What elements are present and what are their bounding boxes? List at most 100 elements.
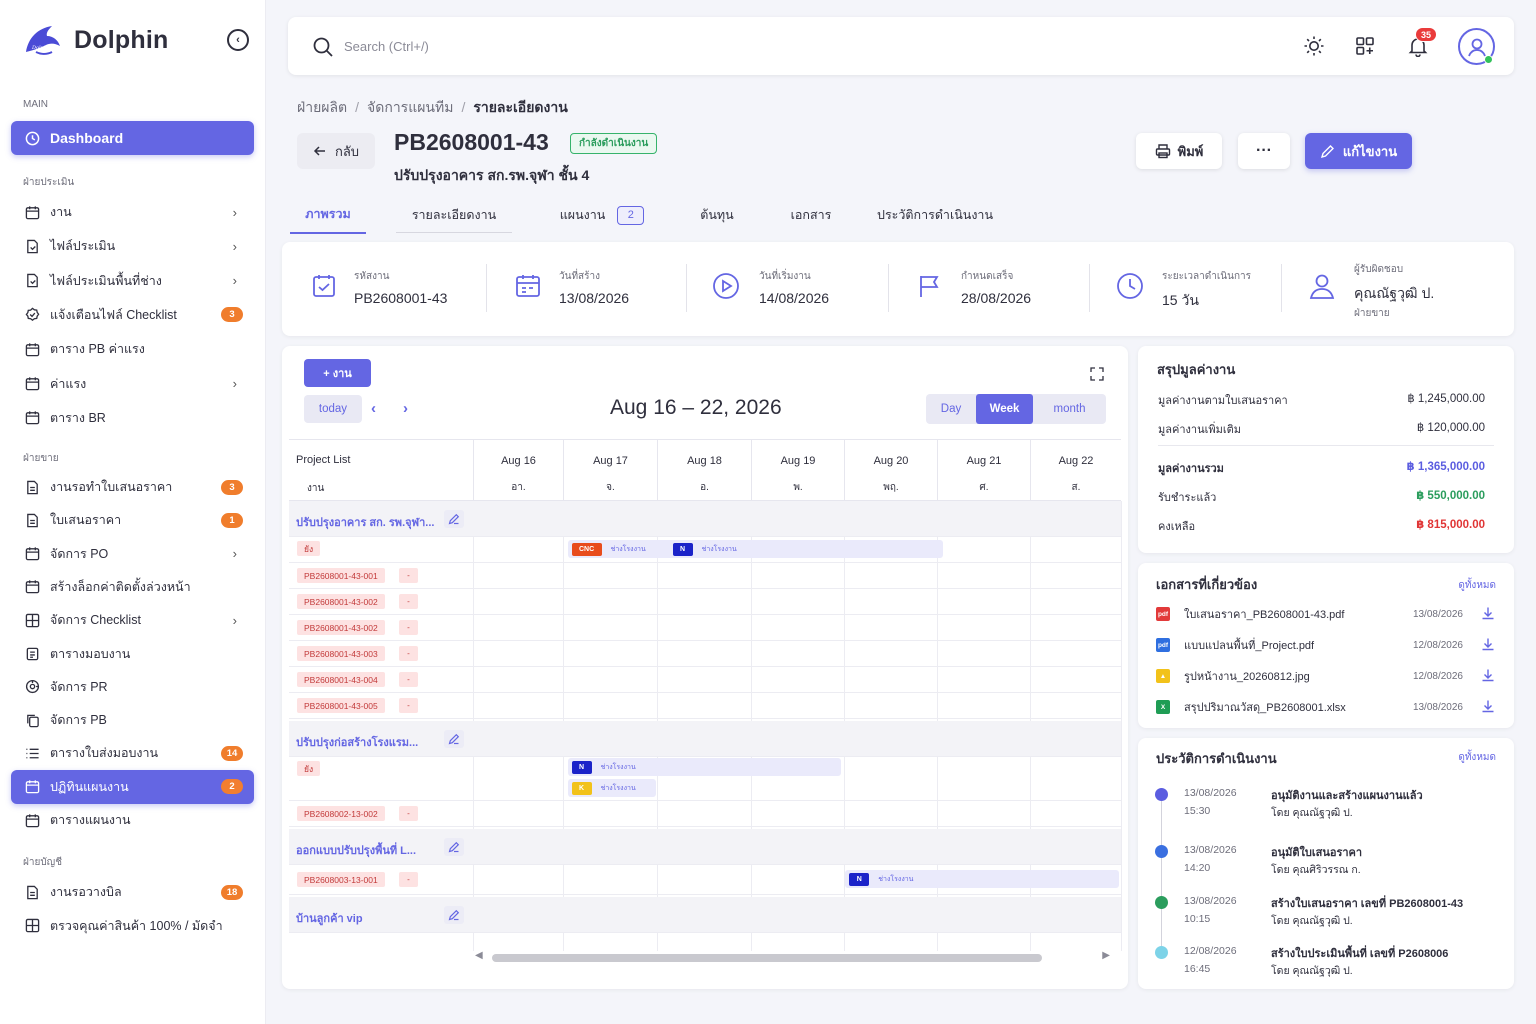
tab-documents[interactable]: เอกสาร	[790, 208, 832, 222]
tab-history[interactable]: ประวัติการดำเนินงาน	[877, 208, 993, 222]
breadcrumb-item[interactable]: จัดการแผนทีม	[367, 99, 454, 115]
task-code[interactable]: PB2608003-13-001	[297, 872, 385, 887]
sidebar-item[interactable]: ค่าแรง ›	[11, 367, 254, 401]
tab-overview[interactable]: ภาพรวม	[290, 196, 366, 234]
sidebar-item[interactable]: จัดการ Checklist ›	[11, 603, 254, 637]
task-code[interactable]: PB2608001-43-003	[297, 646, 385, 661]
scrollbar-thumb[interactable]	[492, 954, 1042, 962]
sidebar-item[interactable]: ตาราง PB ค่าแรง	[11, 332, 254, 366]
sidebar-item[interactable]: สร้างล็อกค่าติดตั้งล่วงหน้า	[11, 570, 254, 604]
tab-details[interactable]: รายละเอียดงาน	[411, 208, 497, 222]
document-date: 12/08/2026	[1412, 639, 1463, 651]
edit-project-icon[interactable]	[444, 838, 464, 856]
document-row[interactable]: X สรุปปริมาณวัสดุ_PB2608001.xlsx 13/08/202…	[1156, 698, 1495, 716]
theme-toggle-icon[interactable]	[1302, 34, 1326, 58]
edit-project-icon[interactable]	[444, 906, 464, 924]
project-name-link[interactable]: บ้านลูกค้า vip	[296, 913, 363, 925]
summary-row: มูลค่างานตามใบเสนอราคา฿ 1,245,000.00	[1158, 393, 1485, 407]
download-icon[interactable]	[1481, 606, 1495, 623]
sidebar-item[interactable]: งานรอทำใบเสนอราคา 3	[11, 470, 254, 504]
view-day-button[interactable]: Day	[940, 403, 962, 415]
download-icon[interactable]	[1481, 699, 1495, 716]
schedule-bar[interactable]: N ช่างโรงงาน	[845, 870, 1119, 888]
chevron-right-icon: ›	[232, 238, 237, 254]
edit-project-icon[interactable]	[444, 510, 464, 528]
task-status-tag: -	[399, 620, 418, 635]
task-code[interactable]: PB2608001-43-002	[297, 594, 385, 609]
view-month-button[interactable]: month	[1053, 403, 1086, 415]
team-tag: N	[849, 872, 870, 886]
project-name-link[interactable]: ปรับปรุงอาคาร สก. รพ.จุฬา...	[296, 517, 435, 529]
sidebar-item[interactable]: ไฟล์ประเมินพื้นที่ช่าง ›	[11, 264, 254, 298]
document-name[interactable]: รูปหน้างาน_20260812.jpg	[1184, 671, 1310, 683]
sidebar-item[interactable]: จัดการ PO ›	[11, 537, 254, 571]
expand-icon[interactable]	[1090, 367, 1104, 381]
sidebar-item[interactable]: จัดการ PB	[11, 703, 254, 737]
schedule-bar[interactable]: N ช่างโรงงาน	[567, 758, 842, 776]
edit-job-button[interactable]: แก้ไขงาน	[1305, 133, 1412, 169]
document-row[interactable]: pdf ใบเสนอราคา_PB2608001-43.pdf 13/08/2026	[1156, 605, 1495, 623]
project-name-link[interactable]: ออกแบบปรับปรุงพื้นที่ L...	[296, 845, 417, 857]
sidebar-item[interactable]: จัดการ PR	[11, 670, 254, 704]
scroll-left-icon[interactable]: ◀	[475, 950, 483, 961]
documents-see-all-link[interactable]: ดูทั้งหมด	[1458, 580, 1496, 591]
more-options-button[interactable]: ···	[1238, 133, 1290, 169]
sidebar-item-dashboard[interactable]: Dashboard	[11, 121, 254, 155]
document-name[interactable]: ใบเสนอราคา_PB2608001-43.pdf	[1184, 609, 1345, 621]
breadcrumb: ฝ่ายผลิต / จัดการแผนทีม / รายละเอียดงาน	[297, 99, 568, 115]
team-tag: N	[672, 542, 693, 556]
download-icon[interactable]	[1481, 637, 1495, 654]
collapse-sidebar-icon[interactable]: ‹	[227, 29, 249, 51]
horizontal-scrollbar[interactable]: ◀ ▶	[475, 950, 1115, 965]
task-status-tag: -	[399, 806, 418, 821]
download-icon[interactable]	[1481, 668, 1495, 685]
sidebar-item[interactable]: ปฏิทินแผนงาน 2	[11, 769, 254, 804]
team-tag: K	[571, 781, 592, 795]
section-account-label: ฝ่ายบัญชี	[23, 857, 62, 868]
prev-week-icon[interactable]: ‹	[371, 400, 376, 417]
next-week-icon[interactable]: ›	[403, 400, 408, 417]
sidebar-item[interactable]: แจ้งเตือนไฟล์ Checklist 3	[11, 298, 254, 332]
sidebar-item[interactable]: ตารางใบส่งมอบงาน 14	[11, 736, 254, 770]
edit-label: แก้ไขงาน	[1342, 143, 1398, 159]
apps-grid-icon[interactable]	[1353, 34, 1377, 58]
search-input[interactable]: Search (Ctrl+/)	[344, 39, 429, 54]
history-see-all-link[interactable]: ดูทั้งหมด	[1458, 752, 1496, 763]
page-title: PB2608001-43	[394, 129, 549, 155]
document-name[interactable]: สรุปปริมาณวัสดุ_PB2608001.xlsx	[1184, 702, 1346, 714]
brand[interactable]: Dolphin Dolphin	[22, 22, 168, 58]
document-row[interactable]: pdf แบบแปลนพื้นที่_Project.pdf 12/08/2026	[1156, 636, 1495, 654]
tab-plan[interactable]: แผนงาน 2	[542, 196, 662, 234]
sidebar-item[interactable]: ใบเสนอราคา 1	[11, 503, 254, 537]
sidebar-item[interactable]: ไฟล์ประเมิน ›	[11, 229, 254, 263]
task-code[interactable]: PB2608001-43-002	[297, 620, 385, 635]
back-button[interactable]: กลับ	[297, 133, 375, 169]
sidebar-item[interactable]: ตรวจคุณค่าสินค้า 100% / มัดจำ	[11, 909, 254, 943]
today-button[interactable]: today	[304, 395, 362, 423]
sidebar-item[interactable]: งานรอวางบิล 18	[11, 875, 254, 909]
document-name[interactable]: แบบแปลนพื้นที่_Project.pdf	[1184, 640, 1315, 652]
schedule-bar[interactable]: CNC ช่างโรงงาน N ช่างโรงงาน	[567, 540, 944, 558]
add-job-button[interactable]: + งาน	[304, 359, 371, 387]
tab-cost[interactable]: ต้นทุน	[700, 208, 734, 222]
project-name-link[interactable]: ปรับปรุงก่อสร้างโรงแรม...	[296, 737, 419, 749]
search-icon[interactable]	[312, 36, 334, 58]
sidebar-item[interactable]: ตาราง BR	[11, 401, 254, 435]
sidebar-item-label: ค่าแรง	[50, 376, 87, 391]
task-code[interactable]: PB2608001-43-004	[297, 672, 385, 687]
sidebar-item[interactable]: ตารางมอบงาน	[11, 637, 254, 671]
sidebar-item[interactable]: ตารางแผนงาน	[11, 803, 254, 837]
badge-check-icon	[24, 307, 40, 323]
task-code[interactable]: PB2608001-43-005	[297, 698, 385, 713]
document-row[interactable]: ▲ รูปหน้างาน_20260812.jpg 12/08/2026	[1156, 667, 1495, 685]
breadcrumb-item[interactable]: ฝ่ายผลิต	[297, 99, 348, 115]
task-code[interactable]: PB2608001-43-001	[297, 568, 385, 583]
print-button[interactable]: พิมพ์	[1136, 133, 1222, 169]
task-code[interactable]: PB2608002-13-002	[297, 806, 385, 821]
scroll-right-icon[interactable]: ▶	[1102, 950, 1110, 961]
edit-project-icon[interactable]	[444, 730, 464, 748]
sidebar-item[interactable]: งาน ›	[11, 195, 254, 229]
count-badge: 18	[221, 884, 243, 900]
schedule-bar[interactable]: K ช่างโรงงาน	[567, 779, 657, 797]
view-week-button[interactable]: Week	[976, 394, 1033, 424]
